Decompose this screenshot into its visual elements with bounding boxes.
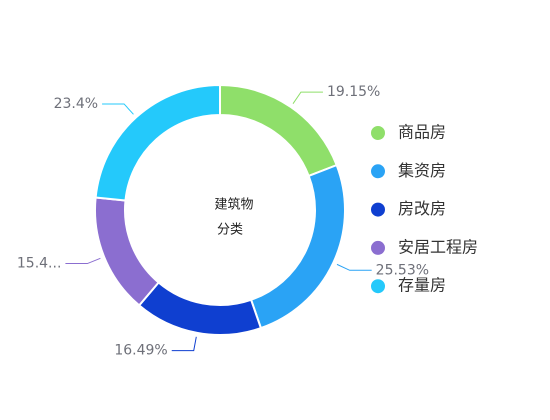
donut-slice: [219, 83, 338, 178]
donut-slice: [249, 163, 346, 330]
legend-marker: [371, 240, 385, 255]
data-label: 15.4...: [17, 256, 62, 272]
data-label: 23.4%: [54, 96, 98, 112]
donut-slice: [94, 83, 221, 202]
legend-label: 房改房: [398, 199, 446, 218]
legend-marker: [371, 202, 385, 217]
legend-marker: [371, 164, 385, 179]
legend-label: 存量房: [398, 276, 446, 295]
center-label: 分类: [217, 223, 243, 238]
legend-marker: [371, 126, 385, 140]
donut-slice: [94, 196, 160, 307]
legend-label: 商品房: [398, 123, 446, 142]
leader-line: [65, 257, 101, 265]
leader-line: [292, 91, 323, 104]
data-label: 25.53%: [376, 262, 429, 278]
leader-line: [336, 263, 372, 271]
center-label: 建筑物: [214, 197, 253, 213]
leader-line: [171, 336, 197, 352]
legend-label: 集资房: [398, 161, 446, 180]
legend-marker: [371, 279, 385, 294]
donut-slice: [137, 281, 263, 336]
data-label: 16.49%: [114, 343, 167, 359]
legend-label: 安居工程房: [398, 237, 478, 256]
data-label: 19.15%: [327, 84, 380, 100]
leader-line: [102, 103, 134, 115]
